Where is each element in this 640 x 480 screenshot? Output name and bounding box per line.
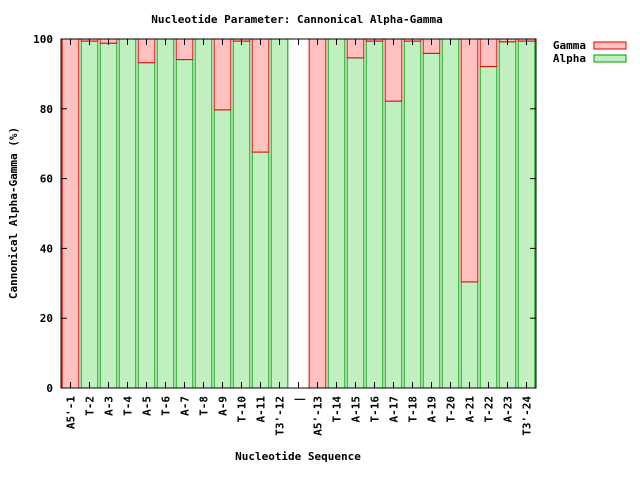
bar-gamma bbox=[460, 38, 479, 283]
bar-alpha bbox=[498, 41, 517, 389]
y-tick-label: 0 bbox=[46, 382, 53, 395]
bar-alpha bbox=[137, 62, 156, 389]
bar-alpha bbox=[232, 40, 251, 389]
y-axis-label: Cannonical Alpha-Gamma (%) bbox=[7, 127, 20, 299]
x-tick-label: T-14 bbox=[331, 396, 344, 423]
x-tick-label: A-15 bbox=[350, 396, 363, 423]
x-tick-label: T-18 bbox=[407, 396, 420, 423]
x-tick-label: T-10 bbox=[236, 396, 249, 423]
y-tick-label: 100 bbox=[33, 33, 53, 46]
bar-gamma bbox=[61, 38, 80, 389]
x-tick-label: A-17 bbox=[388, 396, 401, 423]
bars-layer bbox=[61, 38, 536, 389]
bar-alpha bbox=[270, 38, 289, 389]
bar-alpha bbox=[460, 281, 479, 389]
x-tick-label: A-11 bbox=[255, 396, 268, 423]
bar-alpha bbox=[156, 38, 175, 389]
bar-alpha bbox=[384, 100, 403, 389]
x-tick-label: A-5 bbox=[141, 396, 154, 416]
bar-alpha bbox=[422, 52, 441, 389]
bar-alpha bbox=[251, 151, 270, 389]
x-tick-label: T-8 bbox=[198, 396, 211, 416]
x-tick-label: T3'-12 bbox=[274, 396, 287, 436]
x-tick-label: A-21 bbox=[464, 396, 477, 423]
bar-alpha bbox=[517, 40, 536, 389]
bar-gamma bbox=[213, 38, 232, 111]
y-tick-label: 40 bbox=[40, 242, 53, 255]
bar-alpha bbox=[441, 38, 460, 389]
bar-alpha bbox=[99, 42, 118, 389]
y-tick-label: 80 bbox=[40, 103, 53, 116]
bar-alpha bbox=[346, 57, 365, 389]
bar-alpha bbox=[175, 59, 194, 389]
x-axis-label: Nucleotide Sequence bbox=[235, 450, 361, 463]
x-tick-label: A-9 bbox=[217, 396, 230, 416]
bar-alpha bbox=[118, 38, 137, 389]
bar-alpha bbox=[403, 40, 422, 389]
bar-gamma bbox=[384, 38, 403, 102]
legend-label: Alpha bbox=[553, 52, 586, 65]
bar-alpha bbox=[194, 38, 213, 389]
x-tick-label: A-23 bbox=[502, 396, 515, 423]
bar-gamma bbox=[251, 38, 270, 153]
x-tick-label: A5'-13 bbox=[312, 396, 325, 436]
legend-swatch bbox=[593, 41, 627, 50]
x-tick-label: T-22 bbox=[483, 396, 496, 423]
y-tick-label: 60 bbox=[40, 173, 53, 186]
x-tick-label: T-2 bbox=[84, 396, 97, 416]
y-axis: 0 20 40 60 80 100 bbox=[33, 33, 536, 395]
bar-alpha bbox=[479, 66, 498, 389]
x-axis: A5'-1 T-2 A-3 T-4 A-5 T-6 A-7 T-8 A-9 T-10 A-11 T3'… bbox=[65, 39, 534, 436]
legend-label: Gamma bbox=[553, 39, 586, 52]
x-tick-label: T-4 bbox=[122, 396, 135, 416]
x-tick-label: T-20 bbox=[445, 396, 458, 423]
y-tick-label: 20 bbox=[40, 312, 53, 325]
x-tick-label: T-16 bbox=[369, 396, 382, 423]
x-tick-label: | bbox=[293, 396, 306, 403]
x-tick-label: A5'-1 bbox=[65, 396, 78, 429]
bar-alpha bbox=[213, 109, 232, 389]
chart-title: Nucleotide Parameter: Cannonical Alpha-G… bbox=[151, 13, 442, 26]
bar-alpha bbox=[80, 40, 99, 389]
legend-swatch bbox=[593, 54, 627, 63]
x-tick-label: T-6 bbox=[160, 396, 173, 416]
x-tick-label: A-3 bbox=[103, 396, 116, 416]
bar-gamma bbox=[308, 38, 327, 389]
bar-alpha bbox=[327, 38, 346, 389]
x-tick-label: A-19 bbox=[426, 396, 439, 423]
x-tick-label: A-7 bbox=[179, 396, 192, 416]
x-tick-label: T3'-24 bbox=[521, 396, 534, 436]
bar-alpha bbox=[365, 40, 384, 389]
